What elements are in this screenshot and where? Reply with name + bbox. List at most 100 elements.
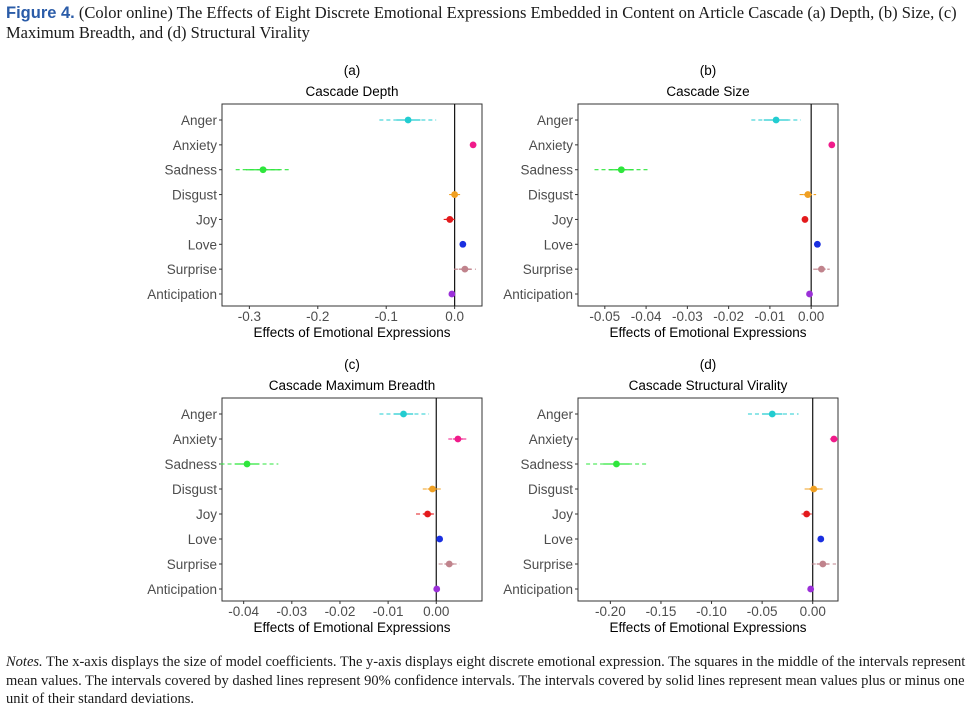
x-tick-label: -0.03 [276, 604, 307, 619]
plot-frame [221, 397, 483, 602]
x-tick-label: -0.04 [631, 309, 662, 324]
mean-point-love [813, 240, 821, 248]
x-tick-label: -0.10 [696, 604, 727, 619]
y-tick-label: Anxiety [173, 138, 218, 153]
mean-point-surprise [461, 265, 469, 273]
figure-4-plots: (a) Cascade Depth Anger Anxiety Sadness Disgu… [147, 63, 839, 635]
x-axis-label: Effects of Emotional Expressions [609, 620, 806, 635]
x-tick-label: -0.20 [595, 604, 626, 619]
mean-point-surprise [818, 265, 825, 273]
y-tick-label: Disgust [172, 188, 217, 203]
figure-label: Figure 4. [6, 4, 75, 22]
y-tick-label: Joy [196, 507, 217, 522]
y-tick-label: Love [188, 532, 217, 547]
chart-title: Cascade Size [666, 84, 749, 99]
x-tick-label: -0.15 [646, 604, 677, 619]
y-tick-label: Joy [196, 212, 217, 227]
mean-point-sadness [617, 166, 625, 174]
mean-point-anger [400, 410, 407, 418]
mean-point-joy [424, 510, 431, 518]
mean-point-disgust [451, 191, 459, 198]
y-tick-label: Sadness [520, 163, 573, 178]
mean-point-joy [446, 216, 454, 223]
mean-point-anger [772, 116, 780, 124]
panel-tag: (b) [700, 63, 717, 78]
chart-panel-b: (b) Cascade Size Anger Anxiety Sadness Disgus… [503, 63, 839, 340]
mean-point-anxiety [454, 435, 462, 443]
y-tick-label: Anger [537, 407, 574, 422]
y-tick-label: Sadness [164, 163, 217, 178]
plot-frame [577, 103, 839, 307]
notes-text: The x-axis displays the size of model co… [6, 654, 966, 708]
y-tick-label: Love [544, 532, 573, 547]
y-tick-label: Joy [552, 212, 573, 227]
mean-point-disgust [804, 191, 812, 198]
mean-point-anxiety [830, 435, 838, 443]
chart-title: Cascade Maximum Breadth [269, 378, 436, 393]
y-tick-label: Anxiety [173, 432, 218, 447]
mean-point-anger [768, 410, 776, 418]
panel-tag: (c) [344, 357, 360, 372]
chart-panel-c: (c) Cascade Maximum Breadth Anger Anxiety Sa… [147, 357, 483, 635]
y-tick-label: Anger [181, 407, 218, 422]
mean-point-joy [801, 216, 809, 223]
y-tick-label: Sadness [164, 457, 217, 472]
mean-point-anger [404, 116, 412, 124]
x-tick-label: -0.02 [325, 604, 356, 619]
y-tick-label: Disgust [528, 482, 573, 497]
y-tick-label: Surprise [167, 557, 217, 572]
x-tick-label: -0.1 [375, 309, 398, 324]
mean-point-anxiety [469, 141, 477, 149]
y-tick-label: Sadness [520, 457, 573, 472]
x-axis-label: Effects of Emotional Expressions [609, 325, 806, 340]
mean-point-anticipation [806, 290, 813, 298]
mean-point-disgust [810, 485, 818, 493]
figure-caption-text: (Color online) The Effects of Eight Disc… [6, 3, 957, 42]
chart-panel-a: (a) Cascade Depth Anger Anxiety Sadness Disgu… [147, 63, 483, 340]
x-tick-label: -0.01 [755, 309, 786, 324]
mean-point-joy [803, 510, 811, 518]
chart-title: Cascade Depth [305, 84, 398, 99]
mean-point-love [459, 240, 467, 248]
chart-title: Cascade Structural Virality [629, 378, 788, 393]
mean-point-anticipation [448, 290, 456, 298]
x-tick-label: -0.04 [228, 604, 259, 619]
mean-point-love [817, 535, 825, 543]
x-tick-label: -0.01 [373, 604, 404, 619]
mean-point-surprise [445, 560, 453, 568]
mean-point-sadness [259, 166, 267, 174]
y-tick-label: Surprise [523, 262, 573, 277]
x-tick-label: -0.3 [238, 309, 261, 324]
x-tick-label: 0.00 [800, 604, 826, 619]
y-tick-label: Love [544, 237, 573, 252]
y-tick-label: Anticipation [503, 582, 573, 597]
x-tick-label: -0.05 [589, 309, 620, 324]
y-tick-label: Joy [552, 507, 573, 522]
mean-point-sadness [243, 460, 251, 468]
x-tick-label: 0.00 [423, 604, 449, 619]
y-tick-label: Anticipation [147, 287, 217, 302]
figure-caption: Figure 4. (Color online) The Effects of … [6, 3, 966, 43]
chart-panel-d: (d) Cascade Structural Virality Anger Anxie… [503, 357, 839, 635]
figure-notes: Notes. The x-axis displays the size of m… [6, 653, 968, 709]
y-tick-label: Disgust [528, 188, 573, 203]
mean-point-anticipation [433, 585, 441, 593]
x-axis-label: Effects of Emotional Expressions [253, 325, 450, 340]
x-tick-label: -0.02 [713, 309, 744, 324]
y-tick-label: Anxiety [529, 432, 574, 447]
y-tick-label: Disgust [172, 482, 217, 497]
y-tick-label: Surprise [523, 557, 573, 572]
y-tick-label: Love [188, 237, 217, 252]
x-axis-label: Effects of Emotional Expressions [253, 620, 450, 635]
plot-frame [577, 397, 839, 602]
mean-point-anxiety [828, 141, 836, 149]
notes-label: Notes. [6, 654, 43, 670]
y-tick-label: Anger [181, 113, 218, 128]
y-tick-label: Anticipation [147, 582, 217, 597]
x-tick-label: -0.05 [747, 604, 778, 619]
mean-point-surprise [819, 560, 827, 568]
mean-point-anticipation [807, 585, 815, 593]
x-tick-label: -0.03 [672, 309, 703, 324]
y-tick-label: Anticipation [503, 287, 573, 302]
x-tick-label: 0.00 [798, 309, 824, 324]
